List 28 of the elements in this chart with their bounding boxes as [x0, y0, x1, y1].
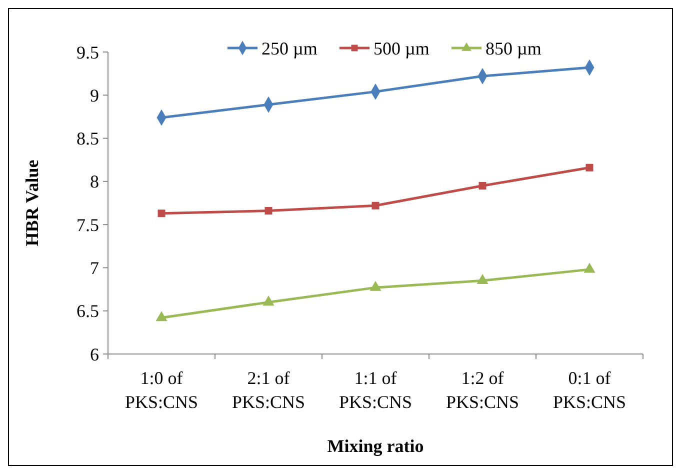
x-tick-label: 1:0 of PKS:CNS [124, 368, 198, 412]
x-axis-title: Mixing ratio [327, 436, 424, 456]
y-tick-label: 6 [90, 344, 99, 364]
point [370, 281, 381, 291]
y-tick-label: 7.5 [76, 214, 99, 235]
point [477, 274, 488, 284]
point [372, 202, 380, 210]
point [264, 207, 272, 215]
point [586, 164, 594, 172]
point [156, 312, 167, 322]
x-tick-label: 2:1 of PKS:CNS [232, 368, 306, 412]
legend-label: 850 µm [486, 38, 542, 58]
x-tick-label: 0:1 of PKS:CNS [552, 368, 626, 412]
point [158, 210, 166, 218]
y-tick-label: 9 [90, 85, 99, 106]
legend-label: 250 µm [262, 38, 318, 58]
y-tick-label: 9.5 [76, 42, 99, 62]
x-tick-label: 1:2 of PKS:CNS [446, 368, 520, 412]
y-tick-label: 8.5 [76, 128, 99, 149]
y-tick-label: 8 [90, 172, 99, 192]
point [584, 263, 595, 273]
x-tick-label: 1:1 of PKS:CNS [338, 368, 412, 412]
point [478, 182, 486, 190]
point [263, 296, 274, 306]
legend-label: 500 µm [374, 38, 430, 58]
y-tick-label: 6.5 [76, 301, 99, 322]
y-tick-label: 7 [90, 258, 99, 278]
y-axis-title: HBR Value [22, 160, 42, 246]
